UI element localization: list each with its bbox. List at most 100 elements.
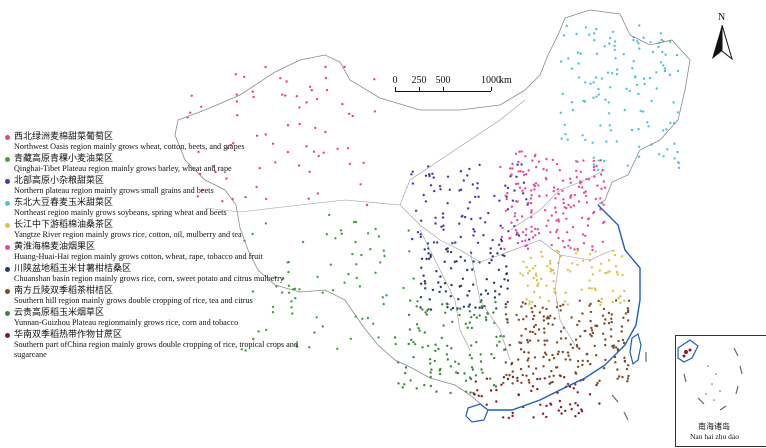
sample-dot <box>438 185 442 188</box>
sample-dot <box>574 383 577 386</box>
sample-dot <box>555 162 559 166</box>
sample-dot <box>313 331 316 334</box>
sample-dot <box>568 403 572 406</box>
sample-dot <box>479 353 482 356</box>
sample-dot <box>579 335 582 338</box>
sample-dot <box>469 391 472 394</box>
sample-dot <box>627 364 630 367</box>
sample-dot <box>505 197 508 201</box>
sample-dot <box>669 121 672 125</box>
sample-dot <box>566 303 570 306</box>
sample-dot <box>528 302 531 306</box>
sample-dot <box>421 346 424 349</box>
sample-dot <box>583 329 586 333</box>
sample-dot <box>662 155 665 158</box>
sample-dot <box>336 347 339 351</box>
sample-dot <box>540 250 543 254</box>
sample-dot <box>611 289 615 293</box>
sample-dot <box>608 42 611 45</box>
sample-dot <box>627 299 631 302</box>
sample-dot <box>571 108 575 112</box>
sample-dot <box>661 50 664 54</box>
sample-dot <box>579 170 582 174</box>
sample-dot <box>600 187 603 190</box>
sample-dot <box>497 243 501 246</box>
sample-dot <box>532 183 536 186</box>
sample-dot <box>543 339 546 342</box>
sample-dot <box>314 126 317 130</box>
sample-dot <box>569 358 572 361</box>
sample-dot <box>236 114 239 117</box>
sample-dot <box>499 224 502 227</box>
sample-dot <box>331 289 335 292</box>
sample-dot <box>437 281 440 284</box>
sample-dot <box>234 73 237 76</box>
sample-dot <box>456 371 460 375</box>
sample-dot <box>535 279 539 282</box>
sample-dot <box>576 365 580 368</box>
sample-dot <box>608 270 611 273</box>
sample-dot <box>573 248 576 251</box>
sample-dot <box>593 175 596 178</box>
sample-dot <box>668 73 672 77</box>
sample-dot <box>537 232 541 235</box>
sample-dot <box>491 238 494 242</box>
sample-dot <box>382 302 385 306</box>
sample-dot <box>429 253 432 257</box>
sample-dot <box>557 236 560 240</box>
sample-dot <box>597 93 600 96</box>
sample-dot <box>471 183 474 186</box>
sample-dot <box>255 134 259 137</box>
sample-dot <box>534 367 538 370</box>
sample-dot <box>474 306 477 309</box>
sample-dot <box>595 324 598 327</box>
sample-dot <box>570 67 574 70</box>
sample-dot <box>433 189 436 193</box>
sample-dot <box>537 282 540 285</box>
sample-dot <box>514 228 518 232</box>
sample-dot <box>355 276 358 280</box>
sample-dot <box>526 341 530 344</box>
legend-label-en: Qinghai-Tibet Plateau region mainly grow… <box>14 164 232 173</box>
sample-dot <box>638 24 641 27</box>
sample-dot <box>588 393 592 396</box>
sample-dot <box>524 239 527 242</box>
sample-dot <box>517 318 520 321</box>
sample-dot <box>549 231 552 234</box>
sample-dot <box>478 314 481 317</box>
sample-dot <box>308 346 311 349</box>
sample-dot <box>569 343 572 346</box>
sample-dot <box>538 296 542 299</box>
sample-dot <box>584 81 587 84</box>
sample-dot <box>446 250 449 253</box>
sample-dot <box>546 264 549 268</box>
sample-dot <box>603 322 606 325</box>
sample-dot <box>604 338 607 341</box>
sample-dot <box>517 160 520 164</box>
sample-dot <box>592 32 596 35</box>
sample-dot <box>480 395 483 398</box>
sample-dot <box>624 312 628 315</box>
north-arrow-icon <box>712 25 733 61</box>
sample-dot <box>271 311 275 314</box>
sample-dot <box>566 138 569 141</box>
sample-dot <box>519 367 523 371</box>
sample-dot <box>449 295 452 298</box>
sample-dot <box>558 374 561 377</box>
legend-label-zh: 华南双季稻热带作物甘蔗区 <box>14 329 123 339</box>
sample-dot <box>610 72 614 75</box>
sample-dot <box>553 272 556 275</box>
legend-item: 北部高原小杂粮甜菜区 Northern plateau region mainl… <box>4 175 304 196</box>
sample-dot <box>307 197 310 200</box>
sample-dot <box>508 237 511 240</box>
sample-dot <box>573 193 576 197</box>
sample-dot <box>542 167 545 171</box>
sample-dot <box>592 210 596 214</box>
sample-dot <box>576 263 579 266</box>
sample-dot <box>534 272 538 275</box>
scale-tick <box>443 87 444 91</box>
sample-dot <box>531 159 534 162</box>
sample-dot <box>541 412 545 415</box>
sample-dot <box>603 45 606 48</box>
sample-dot <box>446 306 449 309</box>
